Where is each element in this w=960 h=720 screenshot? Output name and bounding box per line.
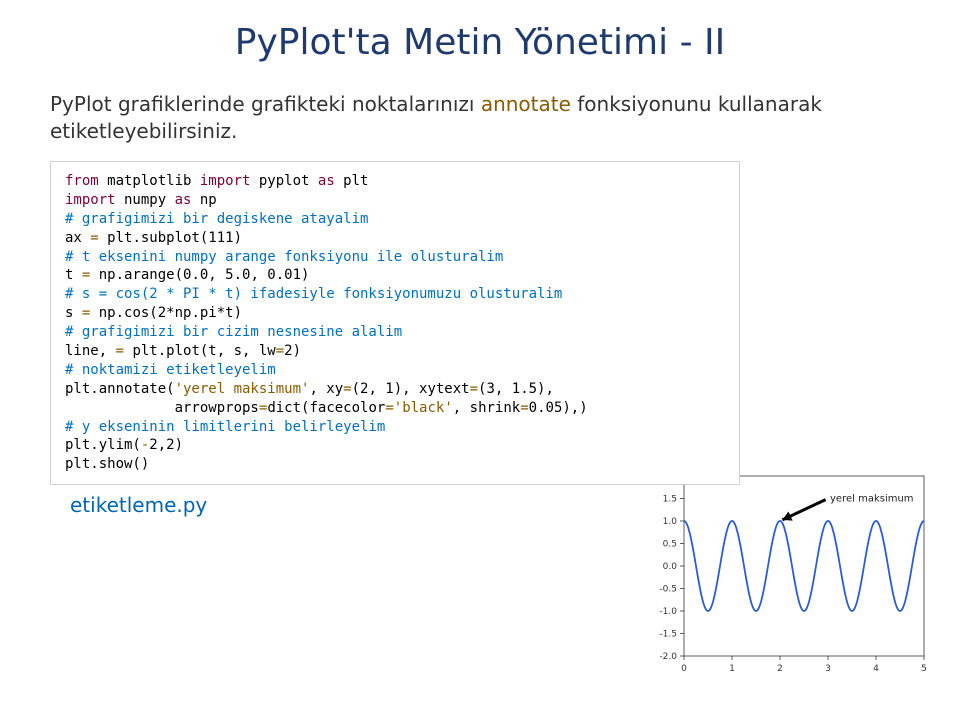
code-comment: # s = cos(2 * PI * t) ifadesiyle fonksiy… <box>65 286 562 302</box>
code-token: t <box>65 267 82 283</box>
code-token: = <box>90 230 98 246</box>
code-token: = <box>116 343 124 359</box>
code-token: s <box>65 305 82 321</box>
code-comment: # t eksenini numpy arange fonksiyonu ile… <box>65 249 503 265</box>
code-token: = <box>470 381 478 397</box>
code-token: 2,2) <box>149 437 183 453</box>
svg-text:1.0: 1.0 <box>663 517 678 527</box>
svg-text:2: 2 <box>777 664 783 674</box>
code-string: 'yerel maksimum' <box>175 381 310 397</box>
svg-text:3: 3 <box>825 664 831 674</box>
code-comment: # noktamizi etiketleyelim <box>65 362 276 378</box>
code-token: = <box>343 381 351 397</box>
chart-svg: -2.0-1.5-1.0-0.50.00.51.01.52.0 012345 y… <box>636 466 936 686</box>
svg-text:1: 1 <box>729 664 735 674</box>
code-token: matplotlib <box>99 173 200 189</box>
code-token: dict(facecolor <box>267 400 385 416</box>
cosine-chart: -2.0-1.5-1.0-0.50.00.51.01.52.0 012345 y… <box>636 466 936 686</box>
code-token: line, <box>65 343 116 359</box>
code-token: , xy <box>309 381 343 397</box>
svg-text:yerel maksimum: yerel maksimum <box>830 494 914 505</box>
code-comment: # grafigimizi bir cizim nesnesine alalim <box>65 324 402 340</box>
code-token: np <box>191 192 216 208</box>
code-token: numpy <box>116 192 175 208</box>
code-token: as <box>175 192 192 208</box>
code-token: from <box>65 173 99 189</box>
subtitle-text-1: PyPlot grafiklerinde grafikteki noktalar… <box>50 92 481 116</box>
code-token: plt.ylim( <box>65 437 141 453</box>
svg-text:0.0: 0.0 <box>663 562 678 572</box>
svg-text:4: 4 <box>873 664 879 674</box>
subtitle-emph: annotate <box>481 92 571 116</box>
code-token: = <box>520 400 528 416</box>
slide: PyPlot'ta Metin Yönetimi - II PyPlot gra… <box>0 0 960 720</box>
svg-text:0: 0 <box>681 664 687 674</box>
code-token: plt.annotate( <box>65 381 175 397</box>
code-token: import <box>200 173 251 189</box>
code-token: (3, 1.5), <box>478 381 554 397</box>
code-token: = <box>385 400 393 416</box>
code-token: (2, 1), xytext <box>352 381 470 397</box>
code-token: pyplot <box>250 173 317 189</box>
subtitle: PyPlot grafiklerinde grafikteki noktalar… <box>50 91 910 145</box>
svg-text:1.5: 1.5 <box>663 495 677 505</box>
svg-text:-1.5: -1.5 <box>659 630 677 640</box>
code-string: 'black' <box>394 400 453 416</box>
code-comment: # grafigimizi bir degiskene atayalim <box>65 211 368 227</box>
svg-text:0.5: 0.5 <box>663 540 677 550</box>
code-token: ax <box>65 230 90 246</box>
code-token: plt <box>335 173 369 189</box>
code-token: 0.05),) <box>529 400 588 416</box>
code-token: plt.plot(t, s, lw <box>124 343 276 359</box>
code-comment: # y ekseninin limitlerini belirleyelim <box>65 419 385 435</box>
svg-text:-2.0: -2.0 <box>659 652 677 662</box>
code-token: , shrink <box>453 400 520 416</box>
code-token: plt.show() <box>65 456 149 472</box>
code-token: np.arange(0.0, 5.0, 0.01) <box>90 267 309 283</box>
svg-text:5: 5 <box>921 664 927 674</box>
code-token: np.cos(2*np.pi*t) <box>90 305 242 321</box>
code-token: plt.subplot(111) <box>99 230 242 246</box>
svg-text:-1.0: -1.0 <box>659 607 677 617</box>
svg-text:-0.5: -0.5 <box>659 585 677 595</box>
code-token: = <box>276 343 284 359</box>
code-token: arrowprops <box>65 400 259 416</box>
page-title: PyPlot'ta Metin Yönetimi - II <box>50 22 910 63</box>
code-block: from matplotlib import pyplot as plt imp… <box>50 161 740 485</box>
code-token: as <box>318 173 335 189</box>
code-token: import <box>65 192 116 208</box>
code-token: 2) <box>284 343 301 359</box>
